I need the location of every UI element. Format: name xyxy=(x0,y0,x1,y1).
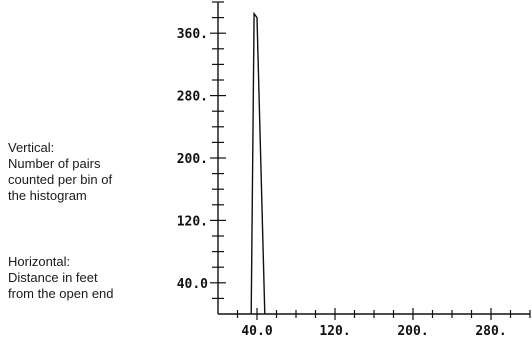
y-tick-label: 120. xyxy=(177,214,208,229)
y-tick-label: 200. xyxy=(177,152,208,167)
x-tick-label: 120. xyxy=(319,324,350,337)
y-tick-label: 280. xyxy=(177,90,208,105)
vertical-caption-line: the histogram xyxy=(8,188,87,203)
vertical-caption-line: Number of pairs xyxy=(8,156,101,171)
x-tick-label: 280. xyxy=(475,324,506,337)
x-tick-label: 40.0 xyxy=(241,324,272,337)
y-tick-label: 360. xyxy=(177,27,208,42)
horizontal-caption-line: from the open end xyxy=(8,286,114,301)
horizontal-axis-caption: Horizontal: Distance in feet from the op… xyxy=(8,254,114,302)
vertical-caption-line: Vertical: xyxy=(8,140,55,155)
horizontal-caption-line: Horizontal: xyxy=(8,254,71,269)
y-tick-label: 40.0 xyxy=(177,277,208,292)
histogram-series-line xyxy=(250,11,266,315)
horizontal-caption-line: Distance in feet xyxy=(8,270,98,285)
x-tick-label: 200. xyxy=(397,324,428,337)
vertical-caption-line: counted per bin of xyxy=(8,172,113,187)
vertical-axis-caption: Vertical: Number of pairs counted per bi… xyxy=(8,140,112,204)
